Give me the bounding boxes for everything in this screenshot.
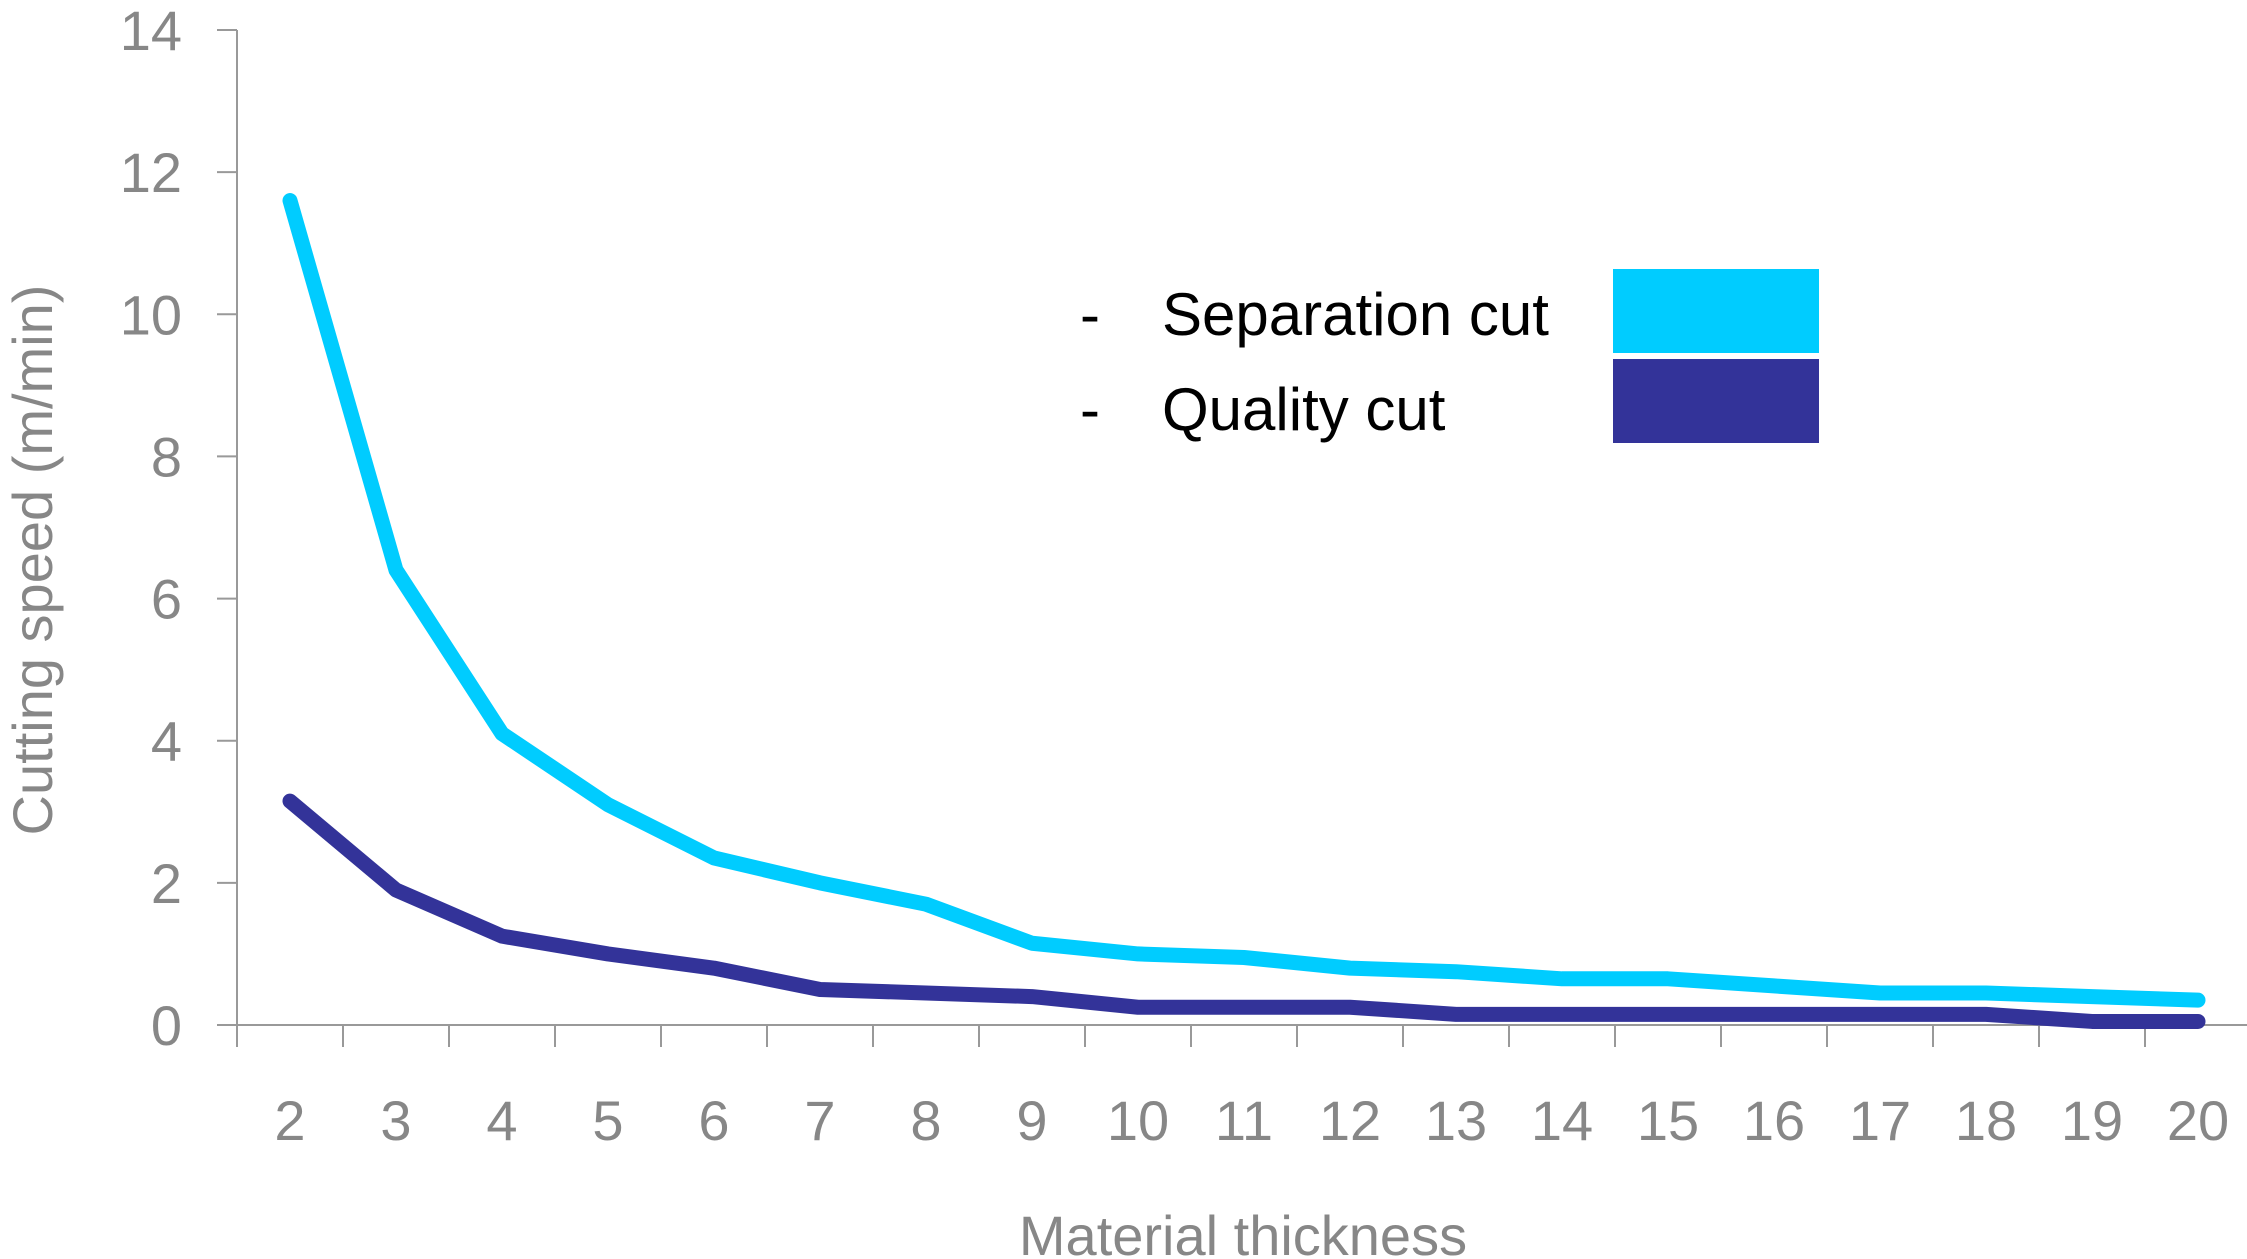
legend-swatch-quality bbox=[1613, 359, 1819, 443]
y-tick-label: 2 bbox=[151, 852, 182, 915]
x-tick-label: 14 bbox=[1531, 1089, 1593, 1152]
series-line-quality-cut bbox=[282, 793, 2206, 1029]
x-tick-label: 3 bbox=[380, 1089, 411, 1152]
axes bbox=[217, 29, 2247, 1047]
x-tick-label: 5 bbox=[592, 1089, 623, 1152]
x-tick-label: 19 bbox=[2061, 1089, 2123, 1152]
series-layer bbox=[282, 193, 2206, 1029]
x-tick-label: 15 bbox=[1637, 1089, 1699, 1152]
legend-swatch-separation bbox=[1613, 269, 1819, 353]
y-tick-label: 0 bbox=[151, 994, 182, 1057]
x-tick-label: 11 bbox=[1215, 1089, 1273, 1152]
y-tick-label: 8 bbox=[151, 425, 182, 488]
legend: - Separation cut - Quality cut bbox=[1080, 269, 1819, 443]
x-tick-label: 6 bbox=[698, 1089, 729, 1152]
y-tick-label: 12 bbox=[120, 141, 182, 204]
x-tick-label: 13 bbox=[1425, 1089, 1487, 1152]
x-tick-label: 4 bbox=[486, 1089, 517, 1152]
y-tick-label: 4 bbox=[151, 710, 182, 773]
x-tick-label: 12 bbox=[1319, 1089, 1381, 1152]
legend-label-separation: Separation cut bbox=[1162, 281, 1549, 348]
series-line-separation-cut bbox=[282, 193, 2206, 1008]
x-tick-label: 8 bbox=[910, 1089, 941, 1152]
x-tick-label: 10 bbox=[1107, 1089, 1169, 1152]
legend-bullet-quality: - bbox=[1080, 376, 1100, 443]
y-axis-title: Cutting speed (m/min) bbox=[1, 285, 64, 836]
legend-label-quality: Quality cut bbox=[1162, 376, 1446, 443]
x-tick-label: 2 bbox=[274, 1089, 305, 1152]
labels-layer: 0 2 4 6 8 10 12 14 2 3 4 5 6 7 8 9 10 11 12 13 14 15 16 17 18 19 2… bbox=[120, 0, 2229, 1152]
x-tick-label: 17 bbox=[1849, 1089, 1911, 1152]
y-tick-label: 10 bbox=[120, 283, 182, 346]
x-tick-label: 7 bbox=[804, 1089, 835, 1152]
x-tick-label: 16 bbox=[1743, 1089, 1805, 1152]
y-tick-label: 14 bbox=[120, 0, 182, 62]
x-tick-label: 9 bbox=[1016, 1089, 1047, 1152]
x-tick-label: 18 bbox=[1955, 1089, 2017, 1152]
y-tick-label: 6 bbox=[151, 568, 182, 631]
x-axis-title: Material thickness bbox=[1019, 1204, 1467, 1259]
legend-bullet-separation: - bbox=[1080, 281, 1100, 348]
x-tick-label: 20 bbox=[2167, 1089, 2229, 1152]
